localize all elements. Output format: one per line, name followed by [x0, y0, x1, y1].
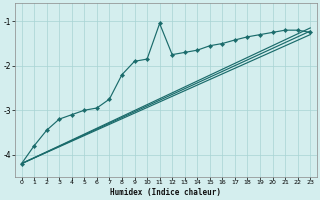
- X-axis label: Humidex (Indice chaleur): Humidex (Indice chaleur): [110, 188, 221, 197]
